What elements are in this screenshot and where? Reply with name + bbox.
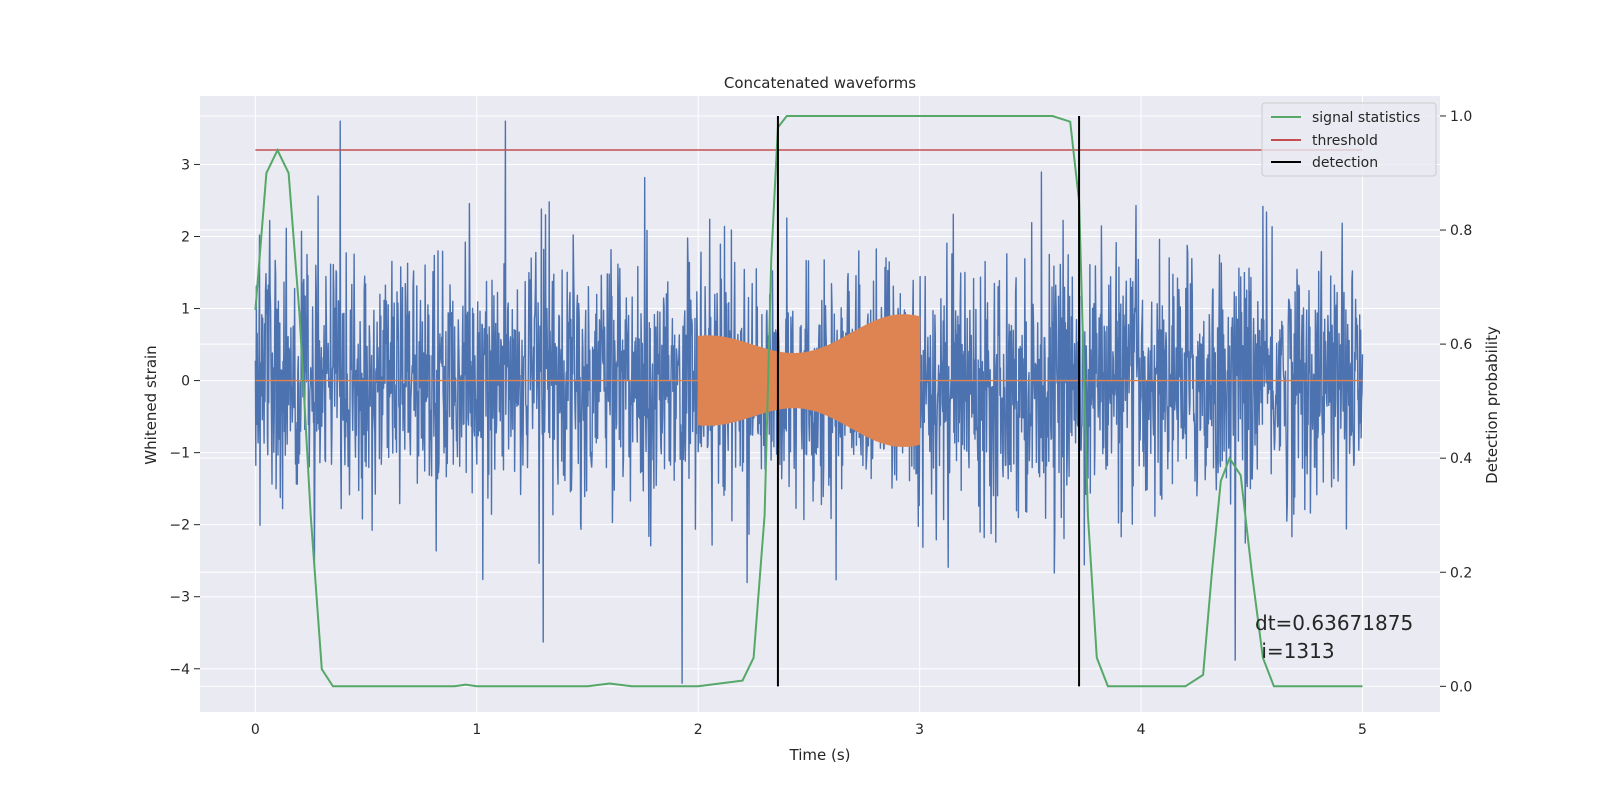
x-tick-label: 2 bbox=[694, 722, 703, 738]
y2-axis-title: Detection probability bbox=[1483, 326, 1501, 484]
y2-tick-label: 0.8 bbox=[1450, 223, 1472, 239]
signal-statistics-line bbox=[254, 115, 1363, 688]
chart-title: Concatenated waveforms bbox=[724, 74, 916, 92]
y2-tick-label: 0.4 bbox=[1450, 451, 1472, 467]
y-tick-label: −2 bbox=[169, 518, 190, 534]
x-axis-title: Time (s) bbox=[789, 746, 851, 764]
y-tick-label: 2 bbox=[181, 229, 190, 245]
y-tick-label: 0 bbox=[181, 374, 190, 390]
y2-tick-label: 0.6 bbox=[1450, 337, 1472, 353]
legend-label-detection: detection bbox=[1312, 155, 1378, 171]
y-tick-label: −4 bbox=[169, 662, 190, 678]
series-layer bbox=[254, 115, 1364, 688]
annotation-line-i: i=1313 bbox=[1255, 639, 1335, 663]
y2-tick-label: 1.0 bbox=[1450, 109, 1472, 125]
strain-series bbox=[254, 120, 1364, 684]
y-tick-label: −3 bbox=[169, 590, 190, 606]
x-tick-label: 5 bbox=[1358, 722, 1367, 738]
y2-tick-label: 0.0 bbox=[1450, 679, 1472, 695]
y-tick-label: 1 bbox=[181, 302, 190, 318]
legend-box bbox=[1261, 102, 1437, 177]
legend-label-signal-statistics: signal statistics bbox=[1312, 110, 1420, 126]
injection-series bbox=[255, 314, 1363, 447]
y-axis-title: Whitened strain bbox=[142, 345, 160, 464]
legend-label-threshold: threshold bbox=[1312, 133, 1378, 149]
ticks: 0 1 2 3 4 5 −4 −3 −2 −1 0 1 2 3 0.0 0.2 0.4 0.6 0.8 1.0 bbox=[169, 109, 1472, 738]
annotation-line-dt: dt=0.63671875 bbox=[1255, 611, 1413, 635]
x-tick-label: 4 bbox=[1137, 722, 1146, 738]
annotation: dt=0.63671875 i=1313 bbox=[1255, 611, 1413, 663]
y-tick-label: 3 bbox=[181, 157, 190, 173]
x-tick-label: 3 bbox=[915, 722, 924, 738]
y2-tick-label: 0.2 bbox=[1450, 565, 1472, 581]
x-tick-label: 1 bbox=[472, 722, 481, 738]
y-tick-label: −1 bbox=[169, 446, 190, 462]
legend: signal statistics threshold detection bbox=[1261, 102, 1437, 177]
x-tick-label: 0 bbox=[251, 722, 260, 738]
detection-lines bbox=[776, 115, 1081, 687]
